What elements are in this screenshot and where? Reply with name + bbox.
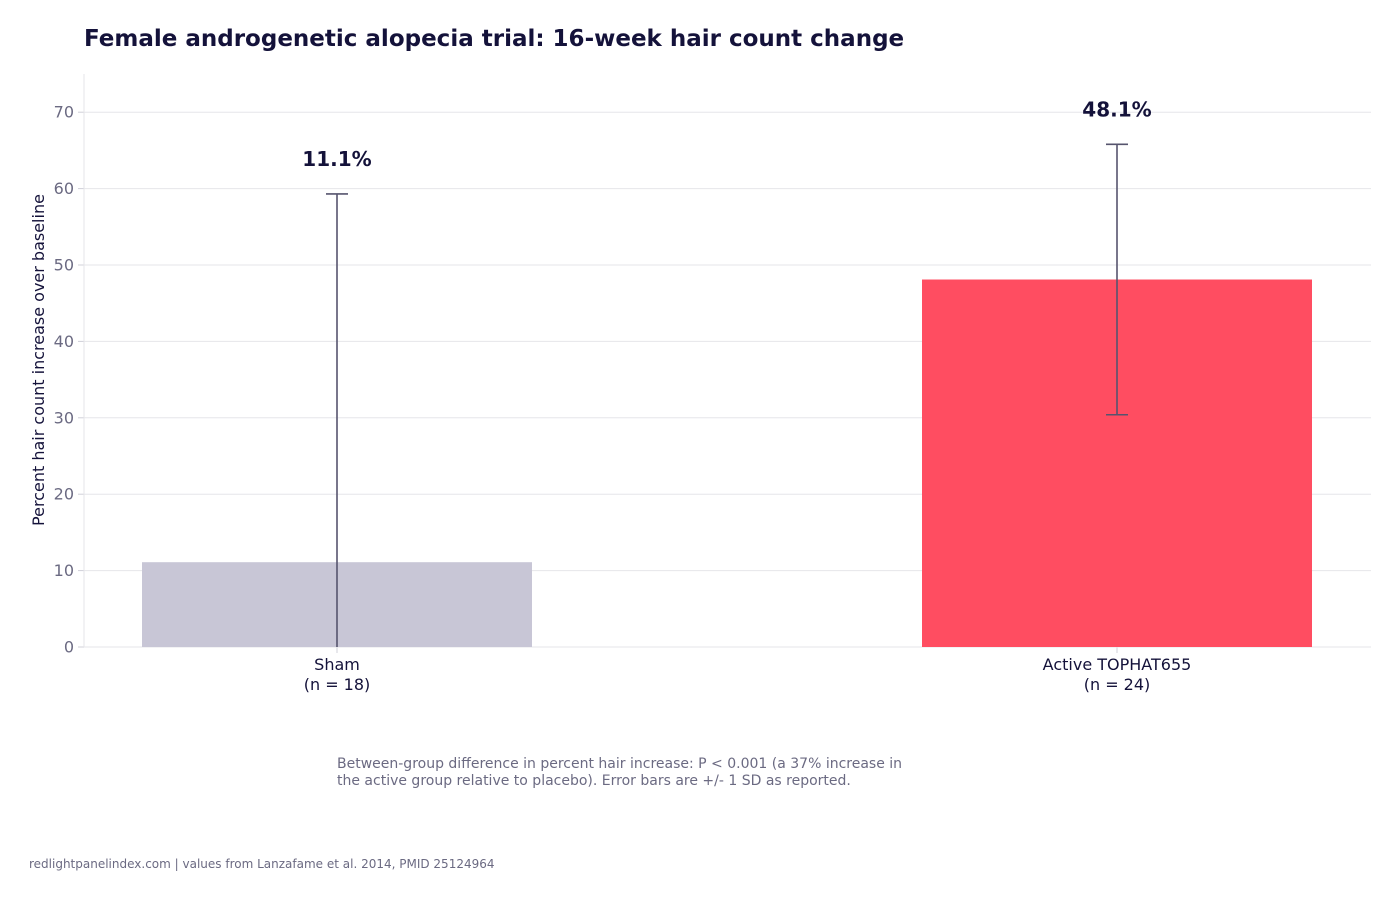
chart-title: Female androgenetic alopecia trial: 16-w… [84, 26, 904, 52]
category-label-1: Active TOPHAT655 [1043, 655, 1192, 674]
footnote-line-1: Between-group difference in percent hair… [337, 756, 902, 772]
value-label-1: 48.1% [1082, 97, 1151, 121]
category-n-label-0: (n = 18) [304, 675, 371, 694]
y-tick-label-0: 0 [64, 638, 74, 657]
category-n-label-1: (n = 24) [1084, 675, 1151, 694]
y-tick-label-30: 30 [54, 408, 74, 427]
value-labels: 11.1% 48.1% [302, 97, 1151, 171]
y-tick-label-70: 70 [54, 103, 74, 122]
source-credit: redlightpanelindex.com | values from Lan… [29, 857, 495, 871]
footnote-line-2: the active group relative to placebo). E… [337, 773, 851, 789]
y-tick-label-50: 50 [54, 256, 74, 275]
y-axis-label: Percent hair count increase over baselin… [29, 194, 48, 526]
bars [142, 279, 1312, 647]
value-label-0: 11.1% [302, 147, 371, 171]
y-tick-label-40: 40 [54, 332, 74, 351]
category-label-0: Sham [314, 655, 360, 674]
y-tick-labels: 0 10 20 30 40 50 60 70 [54, 103, 74, 657]
y-tick-label-10: 10 [54, 561, 74, 580]
x-category-labels: Sham(n = 18) Active TOPHAT655(n = 24) [304, 655, 1192, 694]
y-tick-label-60: 60 [54, 179, 74, 198]
y-tick-label-20: 20 [54, 485, 74, 504]
error-bars [326, 143, 1128, 647]
